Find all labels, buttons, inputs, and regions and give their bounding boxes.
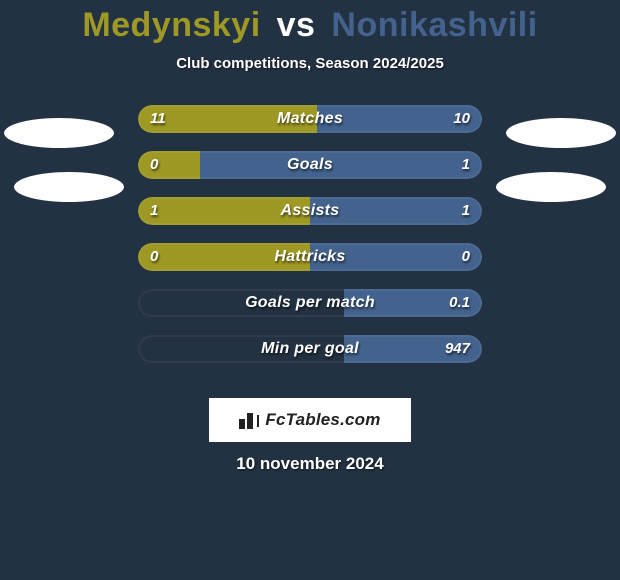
stat-label: Hattricks — [138, 243, 482, 271]
stat-label: Assists — [138, 197, 482, 225]
stats-chart: 1110Matches 01Goals 11Assists 00Hattricks 0.… — [0, 105, 620, 381]
stat-row: 01Goals — [138, 151, 482, 179]
date-text: 10 november 2024 — [0, 454, 620, 474]
stat-row: 1110Matches — [138, 105, 482, 133]
stat-row: 947Min per goal — [138, 335, 482, 363]
vs-separator: vs — [277, 6, 316, 44]
fctables-logo: FcTables.com — [209, 398, 411, 442]
stat-row: 00Hattricks — [138, 243, 482, 271]
player2-name: Nonikashvili — [331, 6, 537, 44]
stat-label: Matches — [138, 105, 482, 133]
stat-row: 0.1Goals per match — [138, 289, 482, 317]
stat-label: Goals per match — [138, 289, 482, 317]
logo-text: FcTables.com — [265, 410, 380, 430]
subtitle: Club competitions, Season 2024/2025 — [0, 55, 620, 72]
player1-name: Medynskyi — [82, 6, 260, 44]
stat-label: Goals — [138, 151, 482, 179]
stat-label: Min per goal — [138, 335, 482, 363]
comparison-title: Medynskyi vs Nonikashvili — [0, 0, 620, 45]
bar-chart-icon — [239, 411, 261, 429]
stat-row: 11Assists — [138, 197, 482, 225]
